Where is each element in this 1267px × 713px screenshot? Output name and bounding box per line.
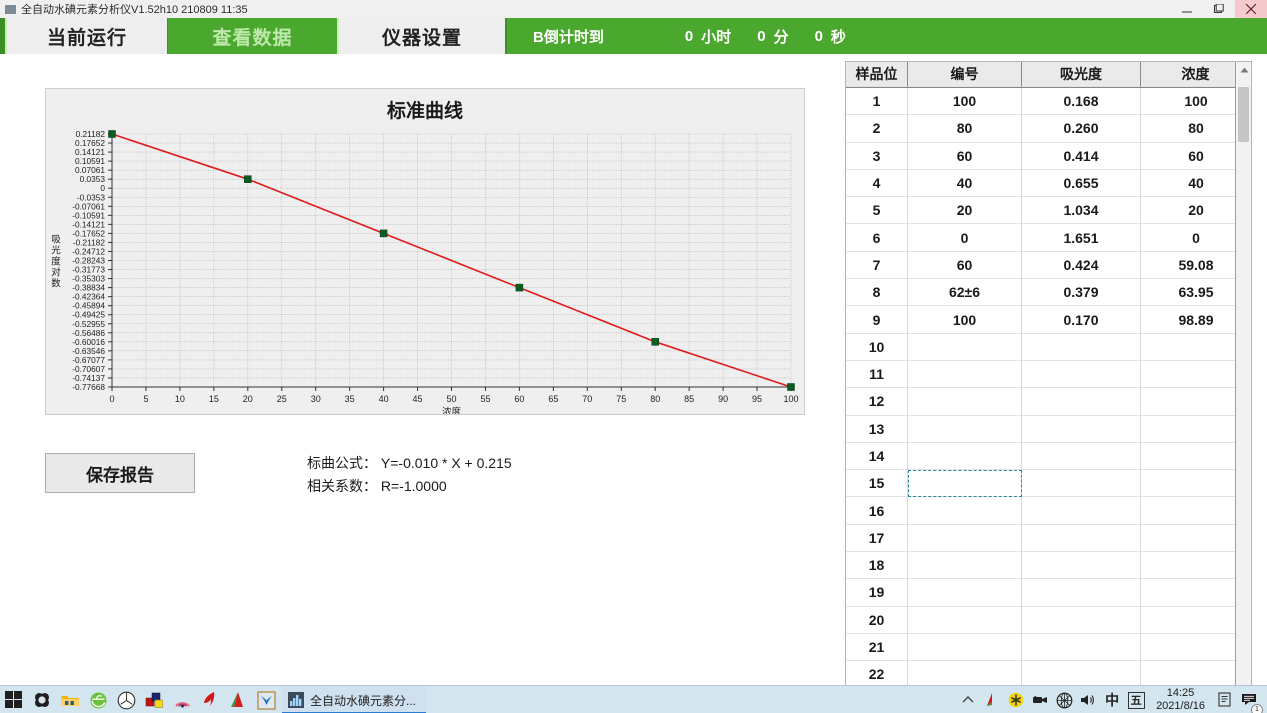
svg-text:数: 数 <box>51 278 61 290</box>
svg-text:45: 45 <box>413 394 423 404</box>
svg-text:80: 80 <box>650 394 660 404</box>
svg-text:15: 15 <box>209 394 219 404</box>
svg-text:40: 40 <box>379 394 389 404</box>
svg-text:65: 65 <box>548 394 558 404</box>
svg-text:10: 10 <box>175 394 185 404</box>
svg-text:70: 70 <box>582 394 592 404</box>
svg-text:5: 5 <box>143 394 148 404</box>
svg-text:25: 25 <box>277 394 287 404</box>
svg-text:75: 75 <box>616 394 626 404</box>
svg-text:0: 0 <box>109 394 114 404</box>
svg-text:20: 20 <box>243 394 253 404</box>
svg-text:对: 对 <box>51 267 61 279</box>
svg-text:90: 90 <box>718 394 728 404</box>
svg-text:35: 35 <box>345 394 355 404</box>
svg-text:30: 30 <box>311 394 321 404</box>
svg-text:95: 95 <box>752 394 762 404</box>
svg-text:度: 度 <box>51 256 61 268</box>
svg-text:85: 85 <box>684 394 694 404</box>
svg-text:吸: 吸 <box>51 235 61 246</box>
svg-text:60: 60 <box>514 394 524 404</box>
svg-text:浓度: 浓度 <box>442 406 462 414</box>
svg-text:50: 50 <box>446 394 456 404</box>
svg-text:55: 55 <box>480 394 490 404</box>
svg-text:-0.77668: -0.77668 <box>72 382 105 392</box>
svg-text:100: 100 <box>783 394 798 404</box>
svg-text:光: 光 <box>51 245 61 257</box>
